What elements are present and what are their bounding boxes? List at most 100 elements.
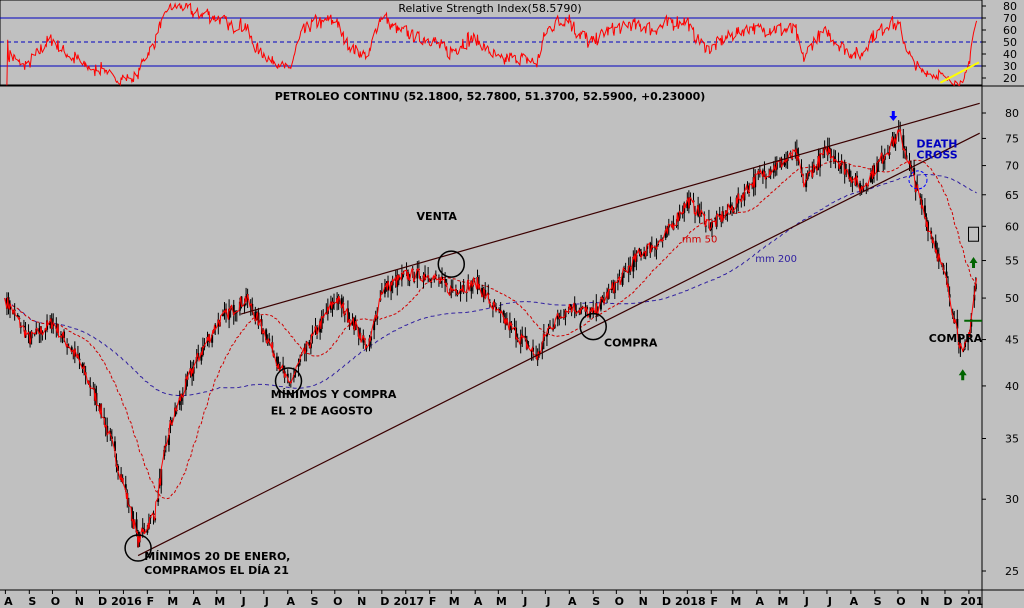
- price-tick-label: 25: [1005, 565, 1019, 578]
- candle-body: [513, 327, 516, 330]
- time-tick-label: A: [755, 595, 764, 608]
- candle-body: [783, 160, 786, 166]
- time-tick-label: O: [51, 595, 60, 608]
- candle-body: [524, 335, 527, 339]
- candle-body: [729, 204, 732, 210]
- time-tick-label: 2017: [393, 595, 424, 608]
- candle-body: [416, 269, 419, 279]
- candle-body: [178, 397, 181, 406]
- candle-body: [362, 335, 365, 343]
- ma50-line: [4, 159, 978, 500]
- rsi-line: [6, 2, 978, 86]
- annotation-circle: [274, 367, 303, 395]
- candle-body: [664, 230, 667, 238]
- annotation-circle: [437, 250, 466, 278]
- candle-body: [383, 286, 386, 294]
- candle-body: [167, 434, 170, 445]
- candle-body: [481, 287, 484, 297]
- candle-body: [135, 519, 138, 533]
- annotation-circle: [124, 534, 152, 562]
- time-tick-label: S: [28, 595, 36, 608]
- price-tick-label: 80: [1005, 107, 1019, 120]
- candle-body: [902, 135, 905, 150]
- time-tick-label: F: [429, 595, 437, 608]
- candle-body: [211, 334, 214, 343]
- candle-body: [200, 352, 203, 361]
- candle-body: [934, 240, 937, 253]
- candle-body: [113, 441, 116, 452]
- candle-body: [146, 529, 149, 533]
- time-tick-label: F: [147, 595, 155, 608]
- candle-body: [70, 347, 73, 352]
- candle-body: [869, 172, 872, 183]
- candle-body: [243, 303, 246, 307]
- candle-body: [923, 205, 926, 218]
- time-tick-label: 2018: [675, 595, 706, 608]
- candle-body: [599, 298, 602, 310]
- price-tick-label: 35: [1005, 433, 1019, 446]
- time-tick-label: N: [75, 595, 84, 608]
- price-tick-label: 55: [1005, 255, 1019, 268]
- annotation-label: COMPRA: [604, 337, 658, 350]
- time-tick-label: F: [710, 595, 718, 608]
- time-tick-label: A: [286, 595, 295, 608]
- annotation-label: mm 200: [755, 254, 797, 265]
- time-tick-label: A: [4, 595, 13, 608]
- candle-body: [254, 311, 257, 321]
- candle-body: [459, 289, 462, 295]
- annotation-label: DEATH: [916, 137, 957, 150]
- time-tick-label: O: [615, 595, 624, 608]
- rsi-tick-label: 70: [1003, 12, 1017, 25]
- time-tick-label: M: [214, 595, 225, 608]
- candle-body: [772, 169, 775, 173]
- annotation-label: VENTA: [417, 210, 458, 223]
- candle-body: [470, 280, 473, 292]
- time-tick-label: M: [449, 595, 460, 608]
- rsi-tick-label: 30: [1003, 60, 1017, 73]
- time-tick-label: J: [827, 595, 832, 608]
- candle-body: [49, 320, 52, 326]
- candle-body: [848, 169, 851, 179]
- annotation-label: mm 50: [682, 234, 717, 245]
- time-tick-label: D: [380, 595, 389, 608]
- candle-body: [38, 328, 41, 334]
- time-tick-label: S: [874, 595, 882, 608]
- rsi-tick-label: 40: [1003, 48, 1017, 61]
- trendline-2: [240, 102, 980, 315]
- candle-body: [340, 298, 343, 309]
- candle-body: [232, 304, 235, 315]
- trendline-1: [137, 132, 980, 557]
- rsi-tick-label: 20: [1003, 72, 1017, 85]
- arrow-down-icon: [889, 110, 898, 121]
- candle-body: [632, 257, 635, 272]
- rsi-title: Relative Strength Index(58.5790): [398, 2, 581, 15]
- candle-body: [286, 373, 289, 378]
- annotation-label: CROSS: [916, 148, 957, 161]
- arrow-up-icon: [969, 256, 978, 268]
- candle-body: [643, 251, 646, 257]
- candle-body: [319, 320, 322, 333]
- candle-body: [265, 329, 268, 341]
- annotation-circle: [908, 170, 928, 190]
- candle-body: [221, 313, 224, 316]
- rsi-trendline: [939, 61, 980, 84]
- price-tick-label: 30: [1005, 493, 1019, 506]
- annotation-label: COMPRA: [929, 332, 983, 345]
- candle-body: [945, 271, 948, 279]
- candle-body: [157, 498, 160, 502]
- time-tick-label: A: [192, 595, 201, 608]
- time-tick-label: J: [545, 595, 550, 608]
- time-tick-label: J: [264, 595, 269, 608]
- price-tick-label: 65: [1005, 189, 1019, 202]
- time-tick-label: N: [920, 595, 929, 608]
- annotation-circle: [579, 312, 607, 341]
- time-tick-label: A: [474, 595, 483, 608]
- candle-body: [697, 205, 700, 216]
- candle-body: [103, 416, 106, 419]
- ma200-line: [4, 174, 977, 396]
- close-line: [4, 128, 978, 548]
- price-tick-label: 60: [1005, 220, 1019, 233]
